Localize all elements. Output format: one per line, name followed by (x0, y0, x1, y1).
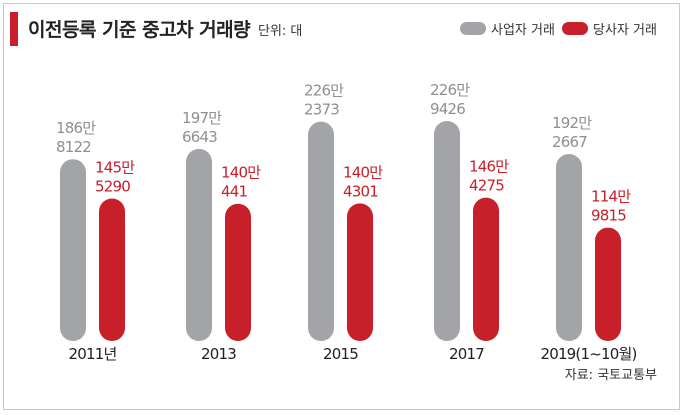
unit-label: 단위: 대 (258, 24, 303, 39)
data-label-private-2-0: 140만 (343, 163, 383, 181)
category-label-3: 2017 (449, 345, 484, 363)
data-label-business-1-0: 197만 (182, 109, 222, 127)
bar-private-1 (225, 203, 251, 341)
category-label-4: 2019(1~10월) (540, 345, 636, 363)
bar-business-0 (60, 159, 86, 341)
data-label-private-0-0: 145만 (95, 158, 135, 176)
data-label-business-4-0: 192만 (552, 114, 592, 132)
data-label-business-4-1: 2667 (552, 133, 587, 151)
data-label-business-2-0: 226만 (304, 82, 344, 100)
category-label-1: 2013 (201, 345, 236, 363)
data-label-business-3-0: 226만 (430, 81, 470, 99)
source-note: 자료: 국토교통부 (564, 368, 657, 383)
legend-item-private: 당사자 거래 (562, 19, 657, 38)
bar-business-3 (434, 121, 460, 341)
legend-label-business: 사업자 거래 (491, 22, 555, 38)
title-accent-bar (10, 12, 18, 46)
bar-business-2 (308, 121, 334, 341)
data-label-business-2-1: 2373 (304, 101, 339, 119)
data-label-private-1-1: 441 (221, 183, 247, 201)
category-label-2: 2015 (323, 345, 358, 363)
data-label-business-1-1: 6643 (182, 128, 217, 146)
data-label-business-0-1: 8122 (56, 138, 91, 156)
data-label-private-0-1: 5290 (95, 177, 130, 195)
data-label-business-3-1: 9426 (430, 100, 465, 118)
bar-business-4 (556, 154, 582, 341)
data-label-private-3-0: 146만 (469, 158, 509, 176)
legend-item-business: 사업자 거래 (460, 19, 555, 38)
bar-private-3 (473, 197, 499, 341)
bar-business-1 (186, 148, 212, 341)
data-label-private-1-0: 140만 (221, 164, 261, 182)
category-label-0: 2011년 (69, 345, 117, 363)
legend-swatch-private (562, 21, 588, 35)
bar-private-0 (99, 198, 125, 341)
chart-title: 이전등록 기준 중고차 거래량 (28, 19, 251, 41)
data-label-private-4-1: 9815 (591, 207, 626, 225)
bar-private-2 (347, 203, 373, 341)
bar-private-4 (595, 227, 621, 341)
data-label-private-4-0: 114만 (591, 188, 631, 206)
data-label-private-2-1: 4301 (343, 182, 378, 200)
data-label-business-0-0: 186만 (56, 119, 96, 137)
legend-swatch-business (460, 21, 486, 35)
data-label-private-3-1: 4275 (469, 177, 504, 195)
legend-label-private: 당사자 거래 (593, 22, 657, 38)
